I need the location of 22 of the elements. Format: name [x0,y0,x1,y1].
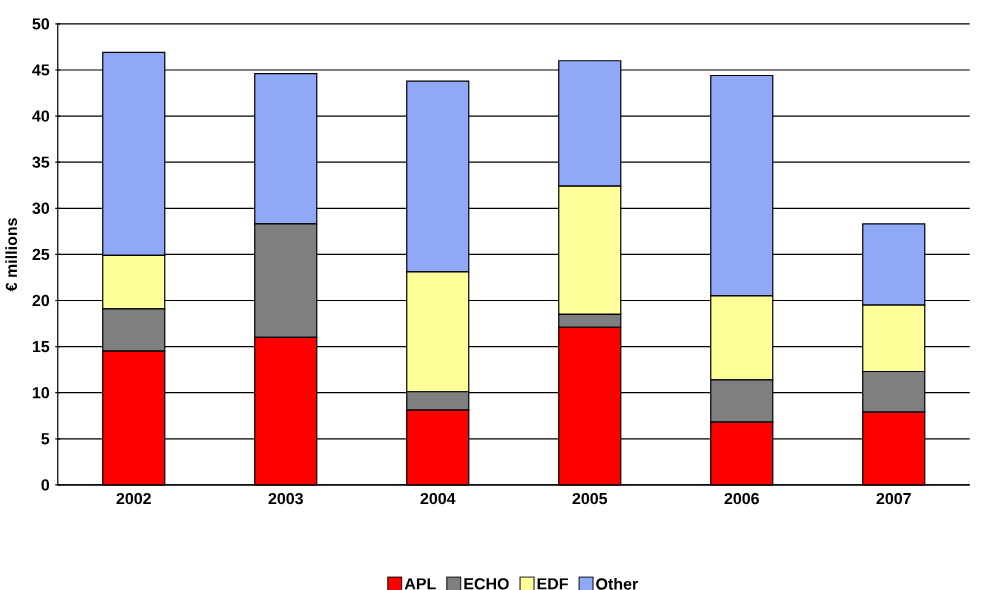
y-tick-label: 45 [32,64,50,76]
x-tick-label: 2005 [572,492,608,505]
y-tick-label: 20 [32,294,50,307]
legend-label: EDF [537,578,568,590]
x-tick-label: 2002 [116,492,151,505]
x-tick-label: 2004 [420,492,456,505]
y-tick-label: 0 [41,479,50,491]
x-tick-label: 2003 [268,492,303,505]
y-axis-title: € millions [5,218,18,292]
y-tick-label: 5 [41,433,50,445]
legend-label: ECHO [464,578,509,590]
y-tick-label: 15 [32,341,50,353]
y-tick-label: 10 [32,387,50,399]
y-tick-label: 50 [32,18,50,30]
legend-label: Other [596,577,638,590]
legend-label: APL [404,578,436,590]
x-tick-label: 2007 [876,492,911,505]
y-tick-label: 25 [32,248,50,261]
y-tick-label: 35 [32,156,50,168]
y-tick-label: 30 [32,202,50,214]
y-tick-label: 40 [32,110,50,122]
x-tick-label: 2006 [724,492,759,505]
